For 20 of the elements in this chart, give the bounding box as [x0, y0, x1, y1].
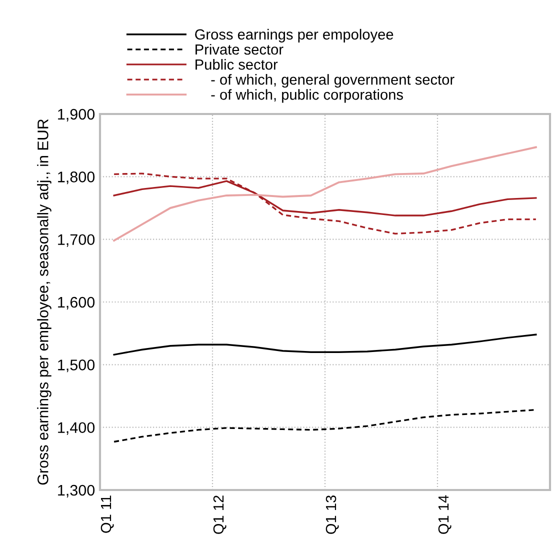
y-tick-label: 1,900: [58, 108, 95, 122]
y-tick-label: 1,300: [58, 484, 95, 498]
y-axis-title: Gross earnings per employee, seasonally adj., in EUR: [37, 119, 52, 485]
line-series: [113, 172, 537, 235]
y-tick-label: 1,700: [58, 234, 95, 247]
x-tick-label: Q1 14: [438, 495, 452, 534]
legend-label: Public sector: [196, 59, 278, 70]
x-tick-label: Q1 12: [213, 496, 226, 534]
legend-label: - of which, general government sector: [211, 74, 454, 88]
x-tick-label: Q1 11: [100, 496, 114, 533]
y-tick-label: 1,500: [58, 360, 95, 372]
line-series: [113, 146, 537, 242]
y-tick-label: 1,600: [58, 296, 95, 310]
y-tick-label: 1,400: [58, 422, 95, 435]
x-tick-label: Q1 13: [326, 496, 339, 534]
legend-label: Private sector: [196, 44, 284, 55]
legend-label: Gross earnings per empoloyee: [195, 28, 394, 42]
legend-label: - of which, public corporations: [211, 89, 403, 103]
y-tick-label: 1,800: [58, 172, 95, 184]
line-series: [113, 334, 537, 356]
